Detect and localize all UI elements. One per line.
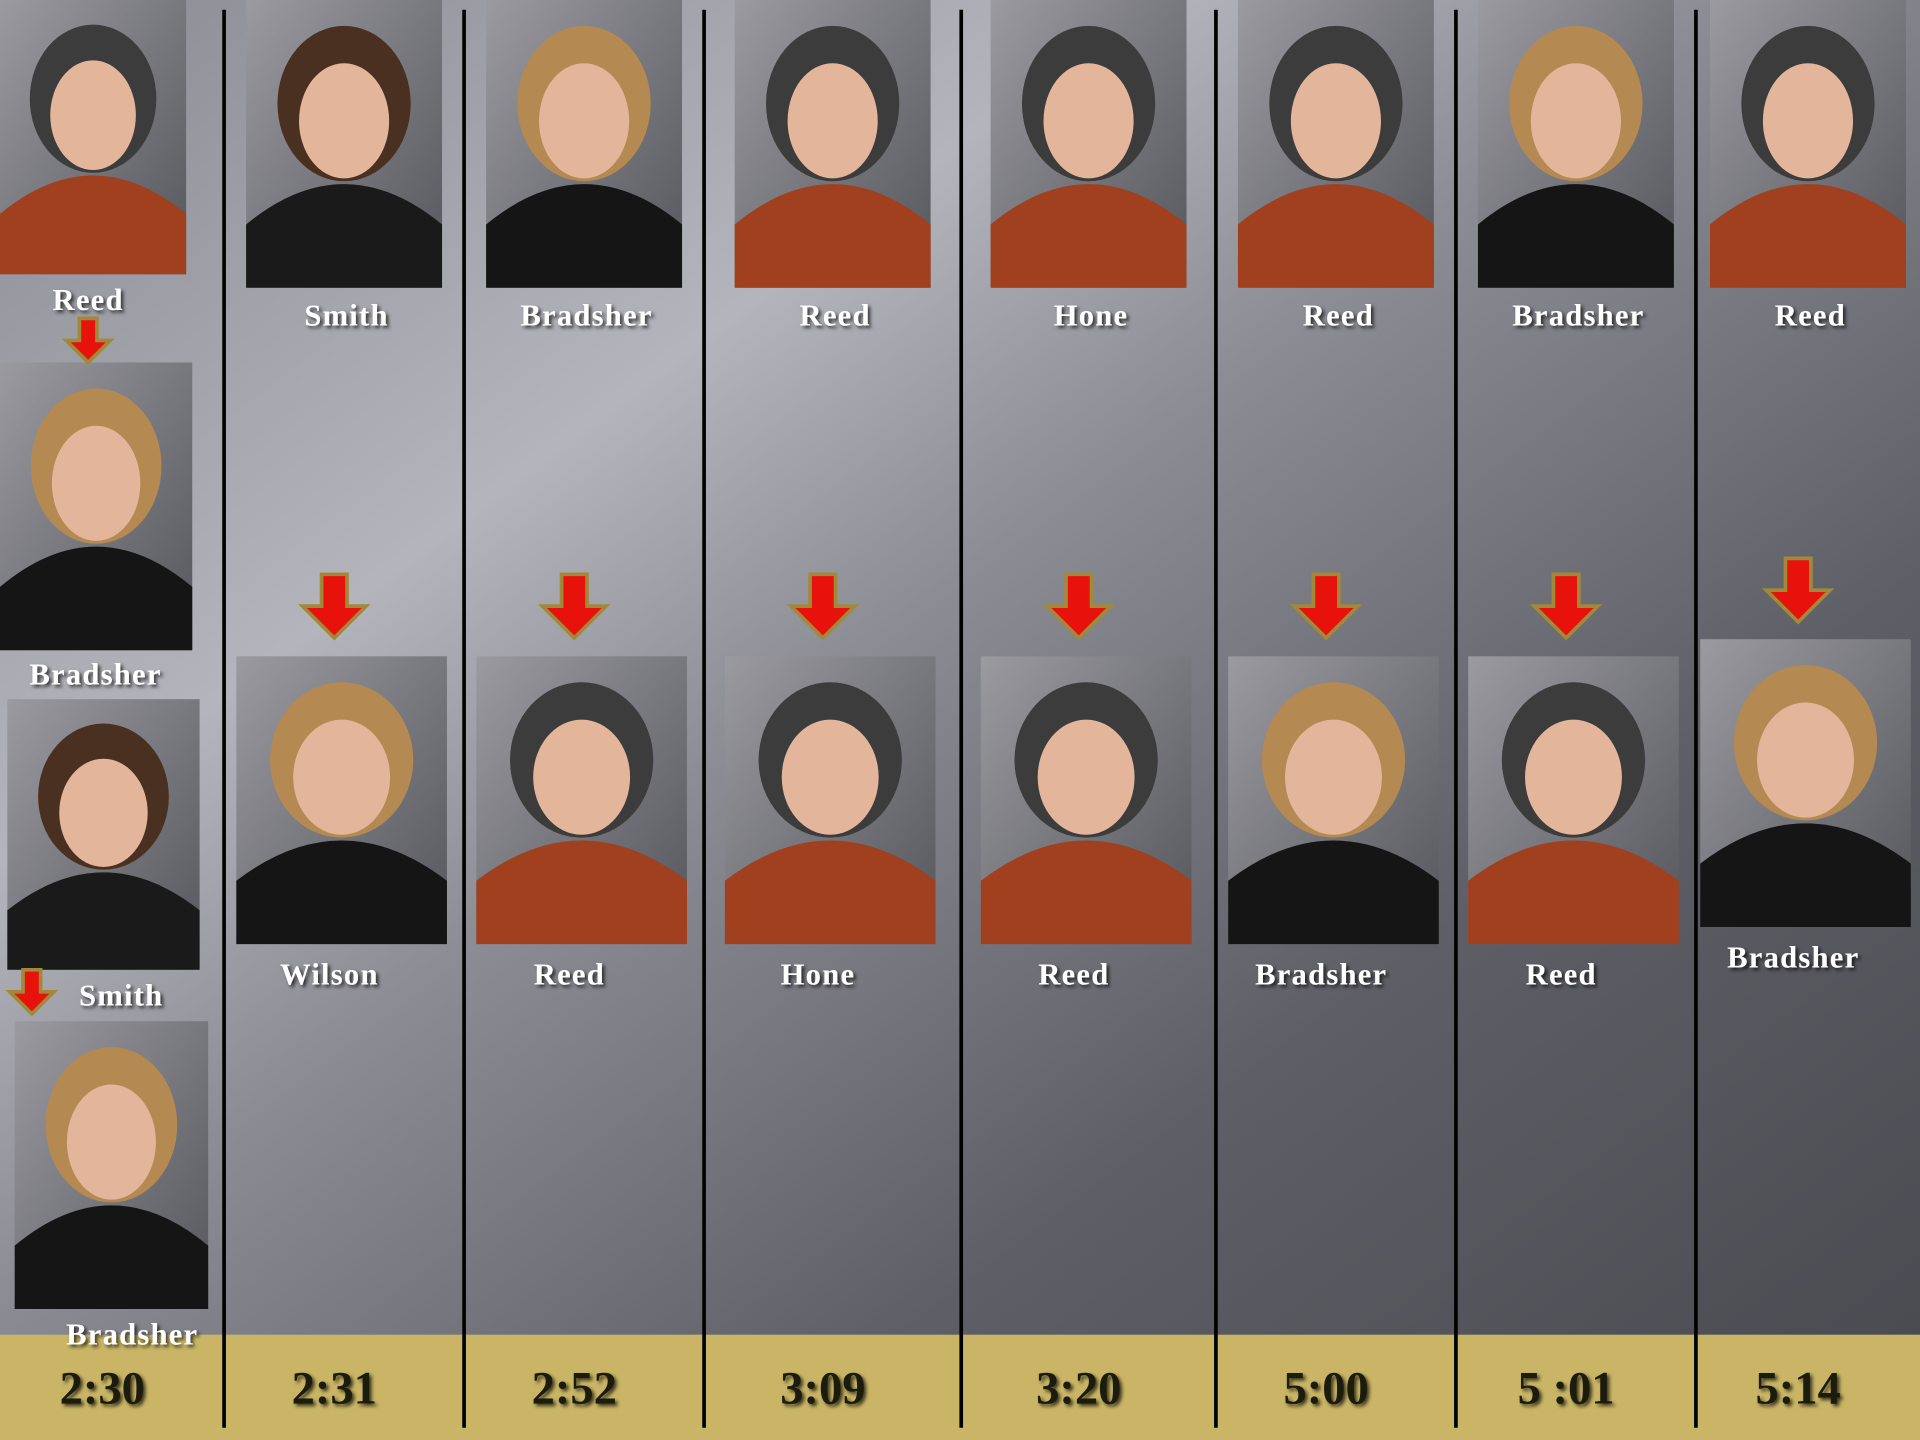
photo-face xyxy=(1763,63,1853,178)
portrait xyxy=(476,656,687,944)
portrait xyxy=(991,0,1187,288)
portrait xyxy=(725,656,936,944)
time-label: 3:20 xyxy=(1036,1363,1121,1414)
time-label: 5 :01 xyxy=(1518,1363,1615,1414)
portrait xyxy=(0,362,192,650)
person-name: Hone xyxy=(781,957,856,991)
photo-face xyxy=(1038,720,1135,835)
time-label: 5:00 xyxy=(1283,1363,1368,1414)
portrait xyxy=(1468,656,1679,944)
person-name: Reed xyxy=(534,957,605,991)
photo-face xyxy=(50,60,136,170)
portrait xyxy=(735,0,931,288)
person-name: Bradsher xyxy=(29,657,161,691)
person-name: Reed xyxy=(1526,957,1597,991)
person-name: Bradsher xyxy=(1727,940,1859,974)
portrait xyxy=(1228,656,1439,944)
photo-face xyxy=(1044,63,1134,178)
person-name: Reed xyxy=(1775,299,1846,333)
photo-face xyxy=(788,63,878,178)
portrait xyxy=(246,0,442,288)
person-name: Smith xyxy=(79,978,163,1012)
photo-face xyxy=(52,426,140,541)
portrait xyxy=(1710,0,1906,288)
time-label: 3:09 xyxy=(780,1363,865,1414)
person-name: Smith xyxy=(304,299,388,333)
time-label: 5:14 xyxy=(1756,1363,1841,1414)
photo-face xyxy=(293,720,390,835)
portrait xyxy=(1700,639,1911,927)
time-label: 2:31 xyxy=(292,1363,377,1414)
photo-face xyxy=(1285,720,1382,835)
person-name: Bradsher xyxy=(1255,957,1387,991)
portrait xyxy=(486,0,682,288)
page: 2:30 Reed Bradsher Smith Bradsher 2:31 Smith Wi… xyxy=(0,0,1920,1440)
portrait xyxy=(1238,0,1434,288)
photo-face xyxy=(1291,63,1381,178)
photo-face xyxy=(299,63,389,178)
portrait xyxy=(0,0,186,274)
photo-face xyxy=(67,1085,156,1200)
time-label: 2:30 xyxy=(60,1363,145,1414)
person-name: Reed xyxy=(800,299,871,333)
person-name: Reed xyxy=(1038,957,1109,991)
portrait xyxy=(15,1021,208,1309)
person-name: Bradsher xyxy=(1512,299,1644,333)
portrait xyxy=(1478,0,1674,288)
photo-face xyxy=(1757,702,1854,817)
time-label: 2:52 xyxy=(532,1363,617,1414)
portrait xyxy=(981,656,1192,944)
photo-face xyxy=(1531,63,1621,178)
person-name: Wilson xyxy=(280,957,379,991)
photo-face xyxy=(782,720,879,835)
photo-face xyxy=(59,759,147,867)
photo-face xyxy=(539,63,629,178)
portrait xyxy=(7,699,199,970)
person-name: Hone xyxy=(1054,299,1129,333)
portrait xyxy=(236,656,447,944)
person-name: Reed xyxy=(53,283,124,317)
person-name: Reed xyxy=(1303,299,1374,333)
person-name: Bradsher xyxy=(66,1317,198,1351)
photo-face xyxy=(533,720,630,835)
person-name: Bradsher xyxy=(520,299,652,333)
photo-face xyxy=(1525,720,1622,835)
slide: 2:30 Reed Bradsher Smith Bradsher 2:31 Smith Wi… xyxy=(0,0,1920,1440)
